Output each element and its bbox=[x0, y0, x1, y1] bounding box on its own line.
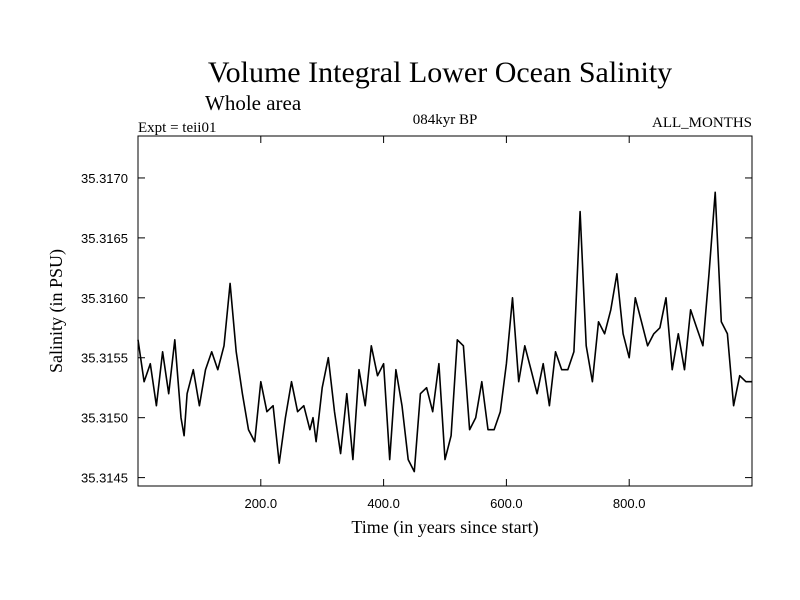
y-tick-label: 35.3160 bbox=[81, 291, 128, 306]
y-tick-label: 35.3150 bbox=[81, 411, 128, 426]
x-axis-ticks: 200.0 400.0 600.0 800.0 bbox=[245, 136, 646, 511]
chart-subtitle: Whole area bbox=[205, 91, 302, 115]
x-axis-label: Time (in years since start) bbox=[351, 517, 538, 538]
chart-title: Volume Integral Lower Ocean Salinity bbox=[208, 56, 672, 89]
x-tick-label: 400.0 bbox=[367, 496, 400, 511]
y-tick-label: 35.3155 bbox=[81, 351, 128, 366]
x-tick-label: 200.0 bbox=[245, 496, 278, 511]
period-label: 084kyr BP bbox=[413, 112, 478, 128]
x-tick-label: 600.0 bbox=[490, 496, 523, 511]
months-label: ALL_MONTHS bbox=[652, 115, 752, 131]
salinity-series-line bbox=[137, 191, 752, 473]
y-tick-label: 35.3165 bbox=[81, 231, 128, 246]
y-tick-label: 35.3145 bbox=[81, 471, 128, 486]
y-axis-ticks: 35.3145 35.3150 35.3155 35.3160 35.3165 35.31… bbox=[81, 171, 752, 486]
y-axis-label: Salinity (in PSU) bbox=[46, 249, 67, 373]
y-tick-label: 35.3170 bbox=[81, 171, 128, 186]
experiment-label: Expt = teii01 bbox=[138, 120, 216, 136]
x-tick-label: 800.0 bbox=[613, 496, 646, 511]
plot-frame bbox=[137, 135, 753, 487]
